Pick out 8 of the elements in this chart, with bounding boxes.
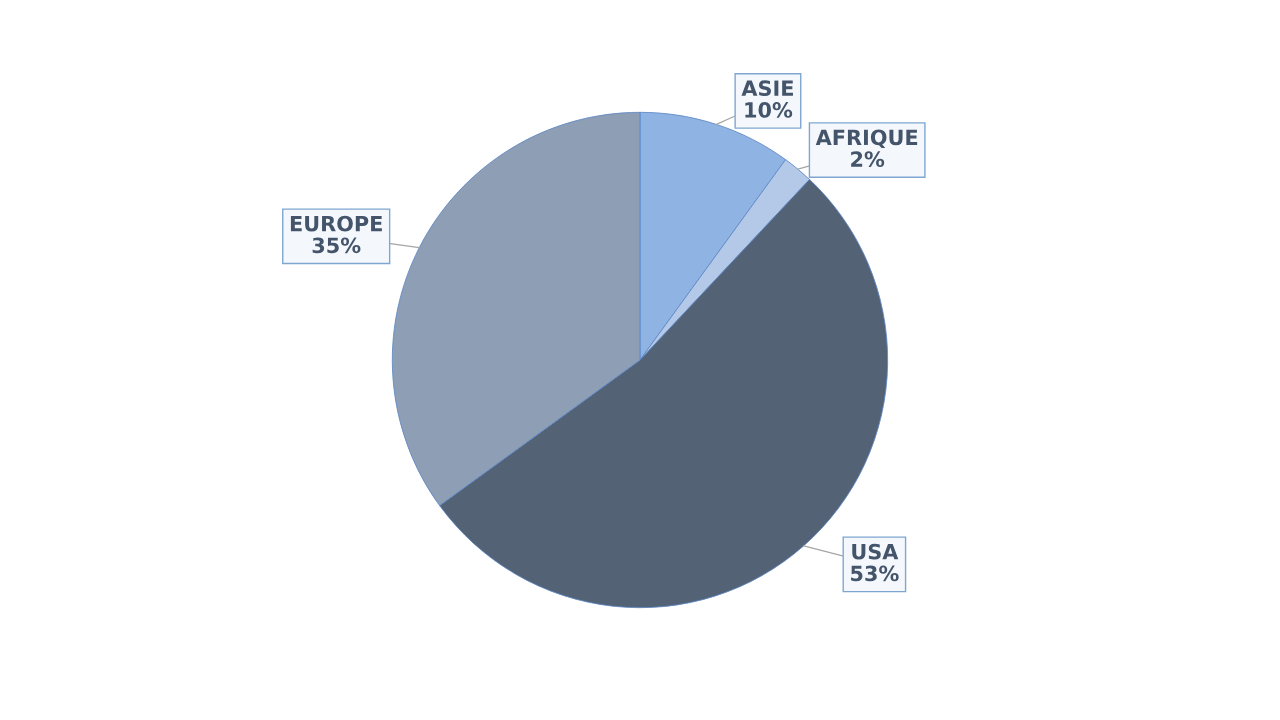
data-label: 10% bbox=[745, 102, 793, 118]
slice-label: ASIE bbox=[741, 80, 793, 97]
slice-label: AFRIQUE bbox=[815, 129, 918, 148]
data-label: 2% bbox=[851, 151, 885, 167]
data-label: 35% bbox=[312, 237, 361, 254]
slice-label: USA bbox=[852, 543, 899, 560]
slice-label: EUROPE bbox=[290, 215, 382, 232]
data-label: 53% bbox=[851, 565, 899, 582]
